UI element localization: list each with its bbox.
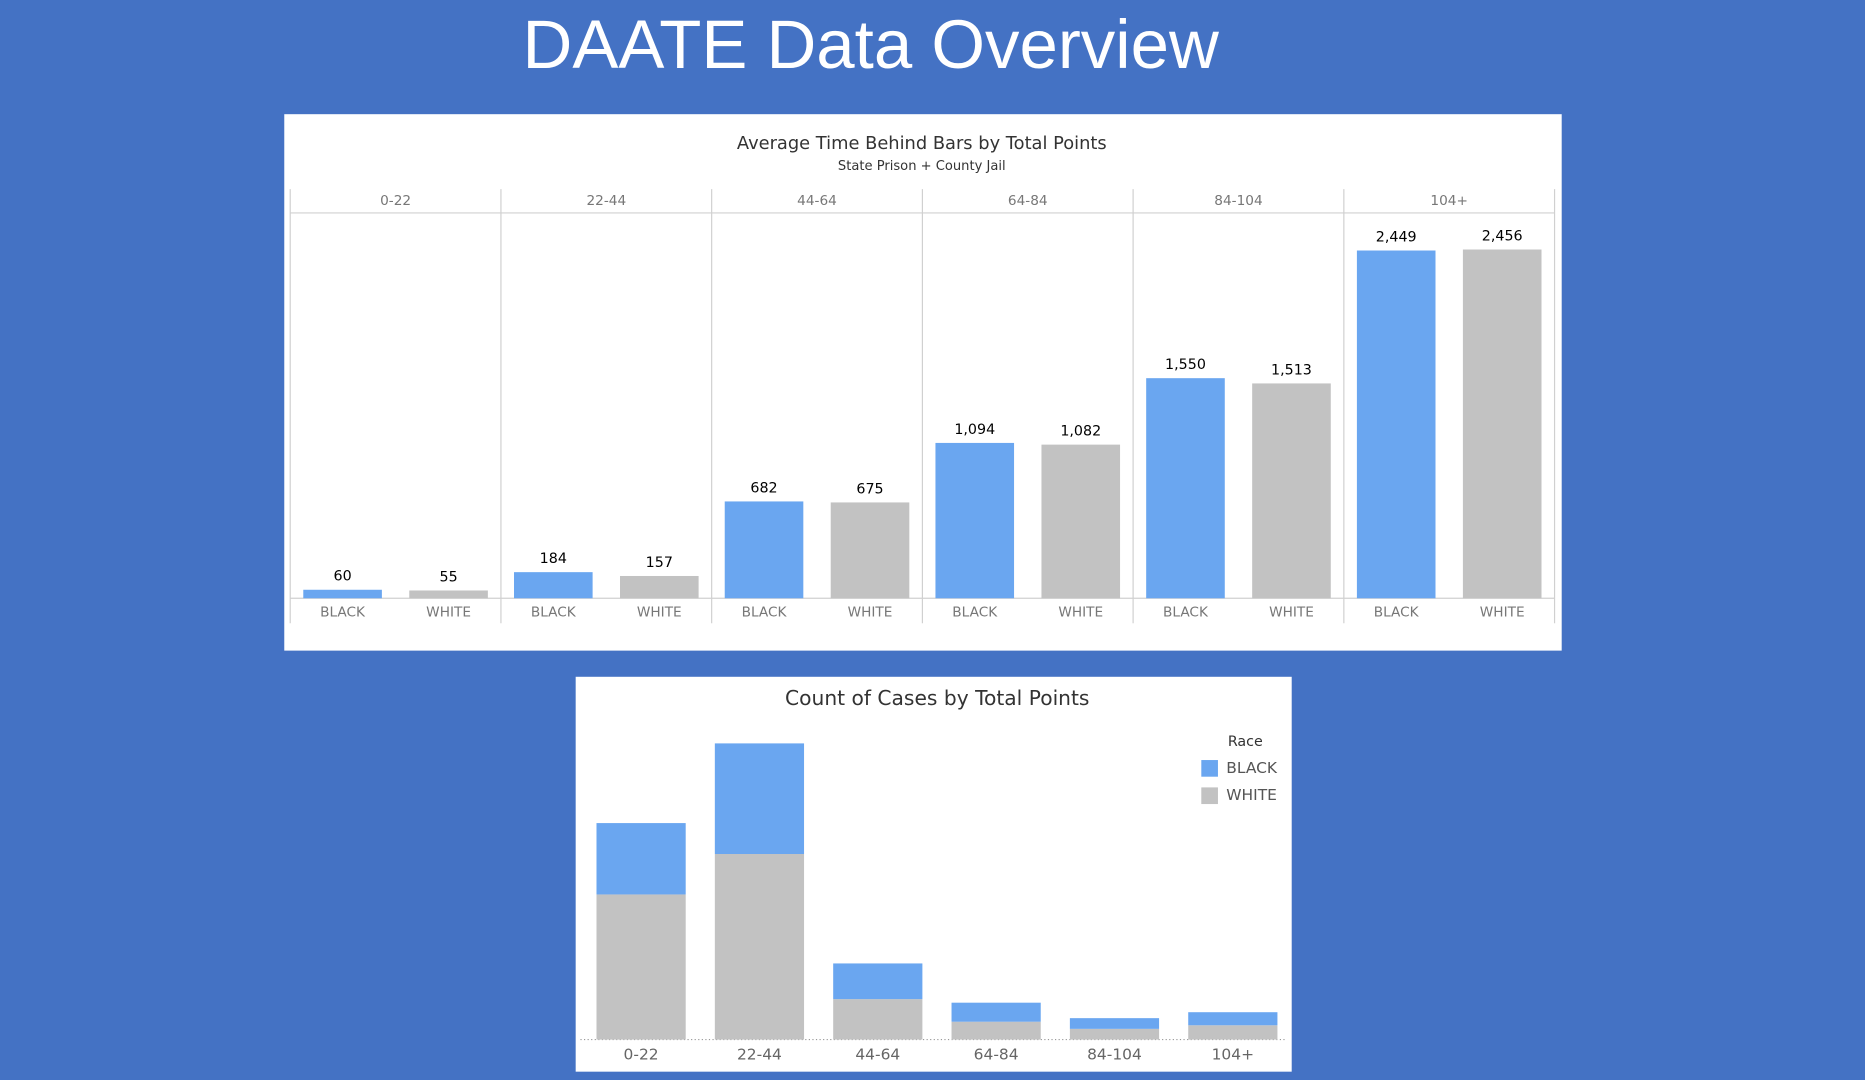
x-tick-label: 44-64 [855, 1046, 900, 1064]
x-sub-label: WHITE [637, 605, 682, 621]
x-tick-label: 104+ [1212, 1046, 1254, 1064]
bar [620, 575, 699, 599]
bar [409, 590, 488, 599]
value-label: 2,449 [1376, 229, 1417, 245]
bar-segment [1188, 1025, 1278, 1040]
legend-swatch [1201, 787, 1218, 805]
bar-segment [596, 823, 686, 895]
value-label: 184 [540, 551, 567, 567]
chart-subtitle: State Prison + County Jail [838, 159, 1006, 174]
x-sub-label: BLACK [320, 605, 366, 621]
panel-header: 22-44 [586, 193, 626, 209]
bar [303, 589, 382, 599]
x-tick-label: 0-22 [624, 1046, 659, 1064]
panel-header: 104+ [1430, 193, 1468, 209]
bar-segment [714, 854, 805, 1040]
bar [1356, 250, 1436, 599]
x-sub-label: WHITE [1058, 605, 1103, 621]
panel-header: 44-64 [797, 193, 837, 209]
value-label: 2,456 [1482, 228, 1523, 244]
slide-title: DAATE Data Overview [523, 6, 1219, 83]
bar [514, 572, 593, 599]
x-sub-label: BLACK [531, 605, 577, 621]
value-label: 1,082 [1060, 424, 1101, 440]
value-label: 1,513 [1271, 362, 1312, 378]
panel-header: 84-104 [1214, 193, 1262, 209]
x-sub-label: BLACK [1374, 605, 1420, 621]
value-label: 60 [334, 569, 352, 585]
bar-segment [833, 999, 923, 1040]
bar-segment [951, 1021, 1041, 1040]
value-label: 682 [750, 480, 777, 496]
legend-swatch [1201, 760, 1218, 777]
value-label: 675 [856, 481, 883, 497]
bar [1146, 378, 1225, 599]
value-label: 157 [646, 555, 673, 571]
x-sub-label: WHITE [848, 605, 893, 621]
bar [830, 502, 910, 599]
bar-segment [951, 1002, 1041, 1022]
bar [1252, 383, 1331, 599]
panel-header: 0-22 [380, 193, 411, 209]
x-tick-label: 84-104 [1087, 1046, 1142, 1064]
bar [724, 501, 804, 599]
chart-title: Count of Cases by Total Points [785, 686, 1089, 710]
x-sub-label: BLACK [952, 605, 998, 621]
bar-segment [1188, 1012, 1278, 1026]
x-sub-label: BLACK [742, 605, 788, 621]
bar-segment [714, 743, 805, 855]
bar-segment [1069, 1018, 1160, 1029]
x-tick-label: 22-44 [737, 1046, 782, 1064]
x-tick-label: 64-84 [974, 1046, 1019, 1064]
bar [1462, 249, 1542, 599]
value-label: 55 [439, 569, 457, 585]
bar-segment [596, 894, 686, 1040]
x-sub-label: WHITE [1480, 605, 1525, 621]
legend-title: Race [1228, 734, 1263, 750]
chart-title: Average Time Behind Bars by Total Points [737, 133, 1107, 154]
legend-label: BLACK [1226, 759, 1278, 777]
panel-header: 64-84 [1008, 193, 1048, 209]
x-sub-label: WHITE [1269, 605, 1314, 621]
x-sub-label: WHITE [426, 605, 471, 621]
value-label: 1,550 [1165, 357, 1206, 373]
chart-panel [575, 676, 1292, 1072]
value-label: 1,094 [954, 422, 995, 438]
bar-segment [833, 963, 923, 1000]
bar [1041, 444, 1121, 599]
bar [935, 442, 1015, 599]
bar-segment [1069, 1028, 1160, 1040]
legend-label: WHITE [1226, 786, 1277, 804]
x-sub-label: BLACK [1163, 605, 1209, 621]
